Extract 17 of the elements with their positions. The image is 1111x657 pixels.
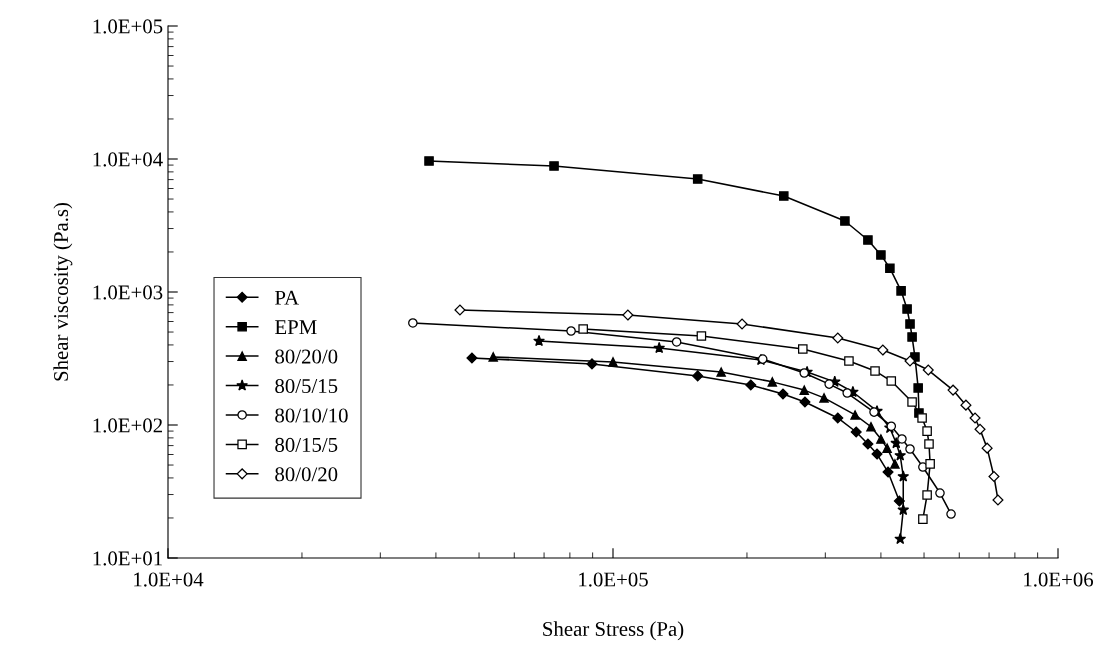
legend-label: 80/15/5 — [275, 437, 338, 452]
legend-label: 80/5/15 — [275, 378, 338, 394]
x-tick-label: 1.0E+05 — [579, 572, 648, 587]
legend-label: 80/20/0 — [275, 349, 338, 364]
legend-label: 80/0/20 — [275, 467, 338, 482]
y-axis-title: Shear viscosity (Pa.s) — [53, 202, 73, 381]
x-axis-title: Shear Stress (Pa) — [543, 621, 684, 641]
y-tick-label: 1.0E+01 — [93, 551, 162, 566]
legend-label: 80/10/10 — [275, 408, 348, 423]
legend-label: PA — [275, 290, 300, 305]
legend-label: EPM — [275, 320, 317, 334]
x-tick-label: 1.0E+04 — [134, 572, 204, 587]
x-tick-label: 1.0E+06 — [1024, 572, 1094, 587]
y-tick-label: 1.0E+05 — [93, 19, 163, 34]
y-tick-label: 1.0E+02 — [93, 418, 162, 433]
y-tick-label: 1.0E+04 — [93, 152, 163, 167]
y-tick-label: 1.0E+03 — [93, 285, 163, 300]
